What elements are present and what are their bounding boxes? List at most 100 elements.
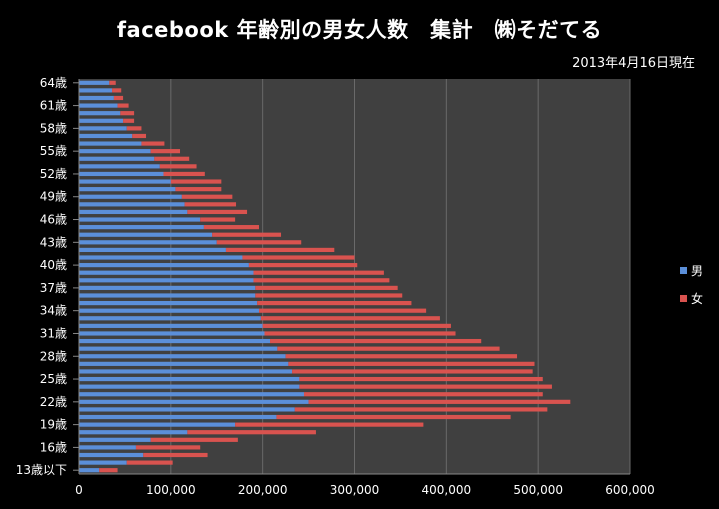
bar-male — [79, 300, 258, 306]
bar-male — [79, 156, 155, 161]
x-tick-label: 400,000 — [422, 483, 472, 497]
bar-female — [257, 300, 412, 306]
bar-female — [200, 217, 236, 222]
bar-male — [79, 240, 217, 245]
bar-female — [123, 118, 135, 123]
bar-male — [79, 88, 113, 93]
bar-male — [79, 164, 160, 169]
bar-female — [181, 194, 233, 199]
bar-male — [79, 460, 127, 465]
bar-male — [79, 247, 226, 253]
legend-label-female: 女 — [691, 292, 704, 306]
bar-female — [109, 80, 116, 85]
y-category-label: 40歳 — [40, 258, 67, 272]
bar-female — [154, 156, 190, 161]
bar-female — [248, 263, 358, 268]
bar-female — [141, 141, 165, 146]
bar-female — [285, 354, 518, 359]
x-tick-label: 0 — [75, 483, 83, 497]
bar-female — [126, 126, 142, 131]
bar-male — [79, 149, 151, 154]
bar-female — [99, 468, 118, 473]
bar-male — [79, 263, 249, 268]
bar-male — [79, 103, 118, 108]
bar-female — [150, 149, 181, 154]
bar-female — [308, 399, 571, 404]
bar-male — [79, 285, 256, 290]
bar-male — [79, 338, 271, 344]
bar-female — [184, 202, 237, 207]
bar-female — [303, 392, 543, 397]
bar-female — [270, 338, 482, 344]
bar-female — [253, 270, 384, 275]
bar-female — [225, 247, 335, 253]
bar-male — [79, 118, 124, 123]
bar-male — [79, 452, 144, 458]
bar-male — [79, 126, 127, 131]
bar-male — [79, 270, 254, 275]
y-category-label: 25歳 — [40, 372, 67, 386]
bar-male — [79, 232, 213, 237]
bar-male — [79, 369, 293, 374]
bar-male — [79, 392, 304, 397]
bar-male — [79, 346, 278, 351]
x-tick-label: 100,000 — [146, 483, 196, 497]
bar-female — [203, 225, 259, 230]
bar-female — [299, 384, 552, 389]
bar-female — [292, 369, 533, 374]
bar-female — [216, 240, 302, 245]
y-category-label: 22歳 — [40, 395, 67, 409]
bar-male — [79, 331, 265, 336]
y-category-label: 58歳 — [40, 121, 67, 135]
bar-female — [253, 278, 390, 283]
bar-male — [79, 187, 176, 192]
bar-female — [187, 430, 316, 435]
chart-subtitle: 2013年4月16日現在 — [572, 56, 695, 71]
bar-female — [112, 88, 122, 93]
bar-male — [79, 308, 259, 313]
bar-female — [260, 316, 440, 321]
bar-female — [264, 331, 456, 336]
legend-item-male: 男 — [680, 262, 703, 279]
bar-male — [79, 430, 188, 435]
legend-label-male: 男 — [691, 264, 704, 278]
x-tick-label: 600,000 — [605, 483, 655, 497]
bar-male — [79, 217, 201, 222]
bar-male — [79, 255, 243, 260]
bar-female — [212, 232, 282, 237]
bar-female — [126, 460, 173, 465]
bar-male — [79, 141, 142, 146]
y-category-label: 46歳 — [40, 213, 67, 227]
bar-female — [143, 452, 208, 458]
bar-male — [79, 384, 300, 389]
y-category-label: 61歳 — [40, 99, 67, 113]
y-category-label: 13歳以下 — [16, 463, 67, 477]
x-tick-label: 300,000 — [330, 483, 380, 497]
bar-male — [79, 171, 164, 177]
y-category-label: 16歳 — [40, 440, 67, 454]
bar-female — [294, 407, 548, 412]
bar-male — [79, 414, 277, 420]
y-category-label: 31歳 — [40, 326, 67, 340]
bar-male — [79, 445, 136, 450]
legend-swatch-female — [680, 295, 687, 302]
bar-female — [299, 376, 543, 382]
bar-female — [255, 293, 403, 298]
bar-female — [262, 323, 451, 328]
y-category-label: 52歳 — [40, 167, 67, 181]
bar-male — [79, 422, 236, 427]
y-category-label: 28歳 — [40, 349, 67, 363]
bar-male — [79, 468, 100, 473]
bar-male — [79, 202, 185, 207]
legend-item-female: 女 — [680, 290, 703, 307]
bar-female — [135, 445, 201, 450]
bar-female — [132, 133, 147, 139]
y-category-label: 37歳 — [40, 281, 67, 295]
bar-female — [163, 171, 205, 177]
bar-female — [113, 95, 124, 101]
bar-male — [79, 179, 171, 184]
bar-male — [79, 376, 300, 382]
bar-male — [79, 399, 309, 404]
